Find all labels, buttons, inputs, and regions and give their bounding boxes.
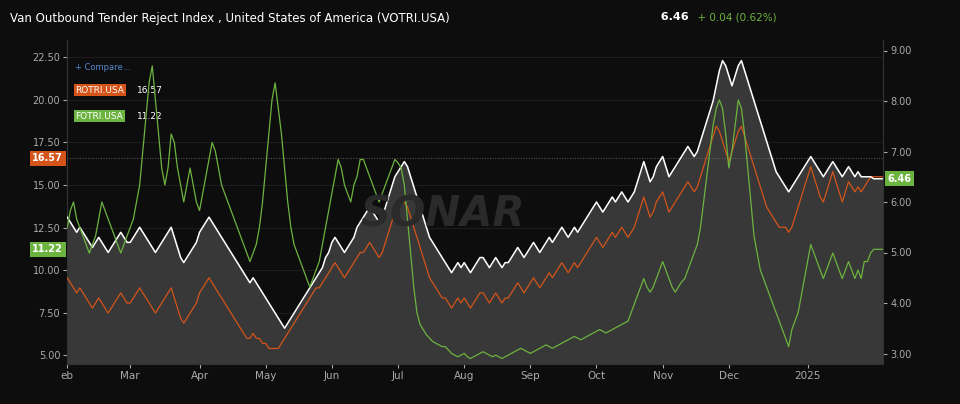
Text: 16.57: 16.57 (136, 86, 162, 95)
Text: Van Outbound Tender Reject Index , United States of America (VOTRI.USA): Van Outbound Tender Reject Index , Unite… (10, 12, 449, 25)
Text: 6.46: 6.46 (653, 12, 688, 22)
Text: 6.46: 6.46 (887, 174, 911, 184)
Text: 11.22: 11.22 (33, 244, 63, 254)
Text: FOTRI.USA: FOTRI.USA (75, 112, 123, 120)
Text: SONAR: SONAR (360, 194, 525, 236)
Text: + Compare...: + Compare... (75, 63, 131, 72)
Text: ROTRI.USA: ROTRI.USA (75, 86, 124, 95)
Text: 11.22: 11.22 (136, 112, 162, 120)
Text: + 0.04 (0.62%): + 0.04 (0.62%) (691, 12, 777, 22)
Text: 16.57: 16.57 (33, 153, 63, 163)
